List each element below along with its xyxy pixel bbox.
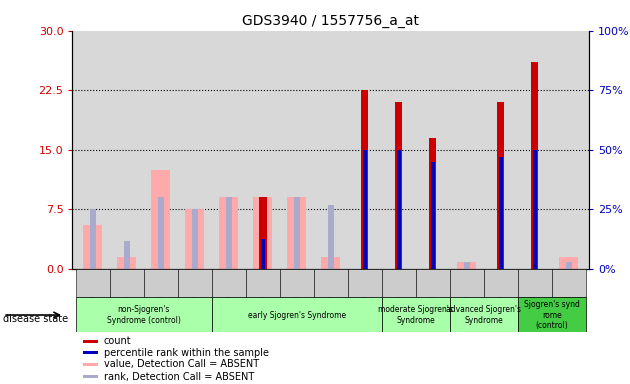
Bar: [144, 269, 178, 297]
Bar: [123, 241, 130, 269]
Bar: [395, 102, 403, 269]
Bar: [321, 257, 340, 269]
Bar: [76, 297, 212, 332]
Bar: [497, 102, 505, 269]
Bar: [361, 90, 369, 269]
Bar: [314, 269, 348, 297]
Bar: [260, 197, 266, 269]
Bar: [559, 257, 578, 269]
Text: early Sjogren's Syndrome: early Sjogren's Syndrome: [248, 311, 346, 319]
Bar: [464, 262, 470, 269]
Bar: [212, 297, 382, 332]
Bar: [158, 197, 164, 269]
Bar: [457, 262, 476, 269]
Bar: [110, 269, 144, 297]
Bar: [429, 138, 437, 269]
Bar: [185, 209, 204, 269]
Text: percentile rank within the sample: percentile rank within the sample: [103, 348, 268, 358]
Bar: [382, 297, 450, 332]
Bar: [83, 363, 98, 366]
Bar: [348, 269, 382, 297]
Text: value, Detection Call = ABSENT: value, Detection Call = ABSENT: [103, 359, 259, 369]
Bar: [83, 375, 98, 378]
Bar: [83, 340, 98, 343]
Bar: [280, 269, 314, 297]
Bar: [253, 197, 272, 269]
Bar: [84, 225, 102, 269]
Bar: [499, 157, 503, 269]
Bar: [192, 209, 198, 269]
Bar: [518, 297, 586, 332]
Title: GDS3940 / 1557756_a_at: GDS3940 / 1557756_a_at: [243, 14, 419, 28]
Text: count: count: [103, 336, 131, 346]
Bar: [178, 269, 212, 297]
Bar: [117, 257, 136, 269]
Bar: [363, 150, 367, 269]
Bar: [212, 269, 246, 297]
Bar: [90, 209, 96, 269]
Bar: [294, 197, 300, 269]
Bar: [151, 170, 170, 269]
Bar: [532, 150, 537, 269]
Text: non-Sjogren's
Syndrome (control): non-Sjogren's Syndrome (control): [107, 305, 181, 325]
Bar: [382, 269, 416, 297]
Bar: [226, 197, 232, 269]
Bar: [416, 269, 450, 297]
Text: disease state: disease state: [3, 314, 68, 324]
Bar: [450, 297, 518, 332]
Bar: [328, 205, 334, 269]
Bar: [287, 197, 306, 269]
Bar: [261, 239, 265, 269]
Bar: [259, 197, 266, 269]
Text: advanced Sjogren's
Syndrome: advanced Sjogren's Syndrome: [446, 305, 521, 325]
Text: Sjogren's synd
rome
(control): Sjogren's synd rome (control): [524, 300, 580, 330]
Bar: [531, 63, 539, 269]
Bar: [246, 269, 280, 297]
Bar: [518, 269, 552, 297]
Bar: [450, 269, 484, 297]
Bar: [484, 269, 518, 297]
Bar: [566, 262, 571, 269]
Bar: [397, 150, 401, 269]
Bar: [552, 269, 586, 297]
Bar: [431, 162, 435, 269]
Text: moderate Sjogren's
Syndrome: moderate Sjogren's Syndrome: [378, 305, 453, 325]
Bar: [83, 351, 98, 354]
Bar: [219, 197, 238, 269]
Text: rank, Detection Call = ABSENT: rank, Detection Call = ABSENT: [103, 372, 254, 382]
Bar: [76, 269, 110, 297]
